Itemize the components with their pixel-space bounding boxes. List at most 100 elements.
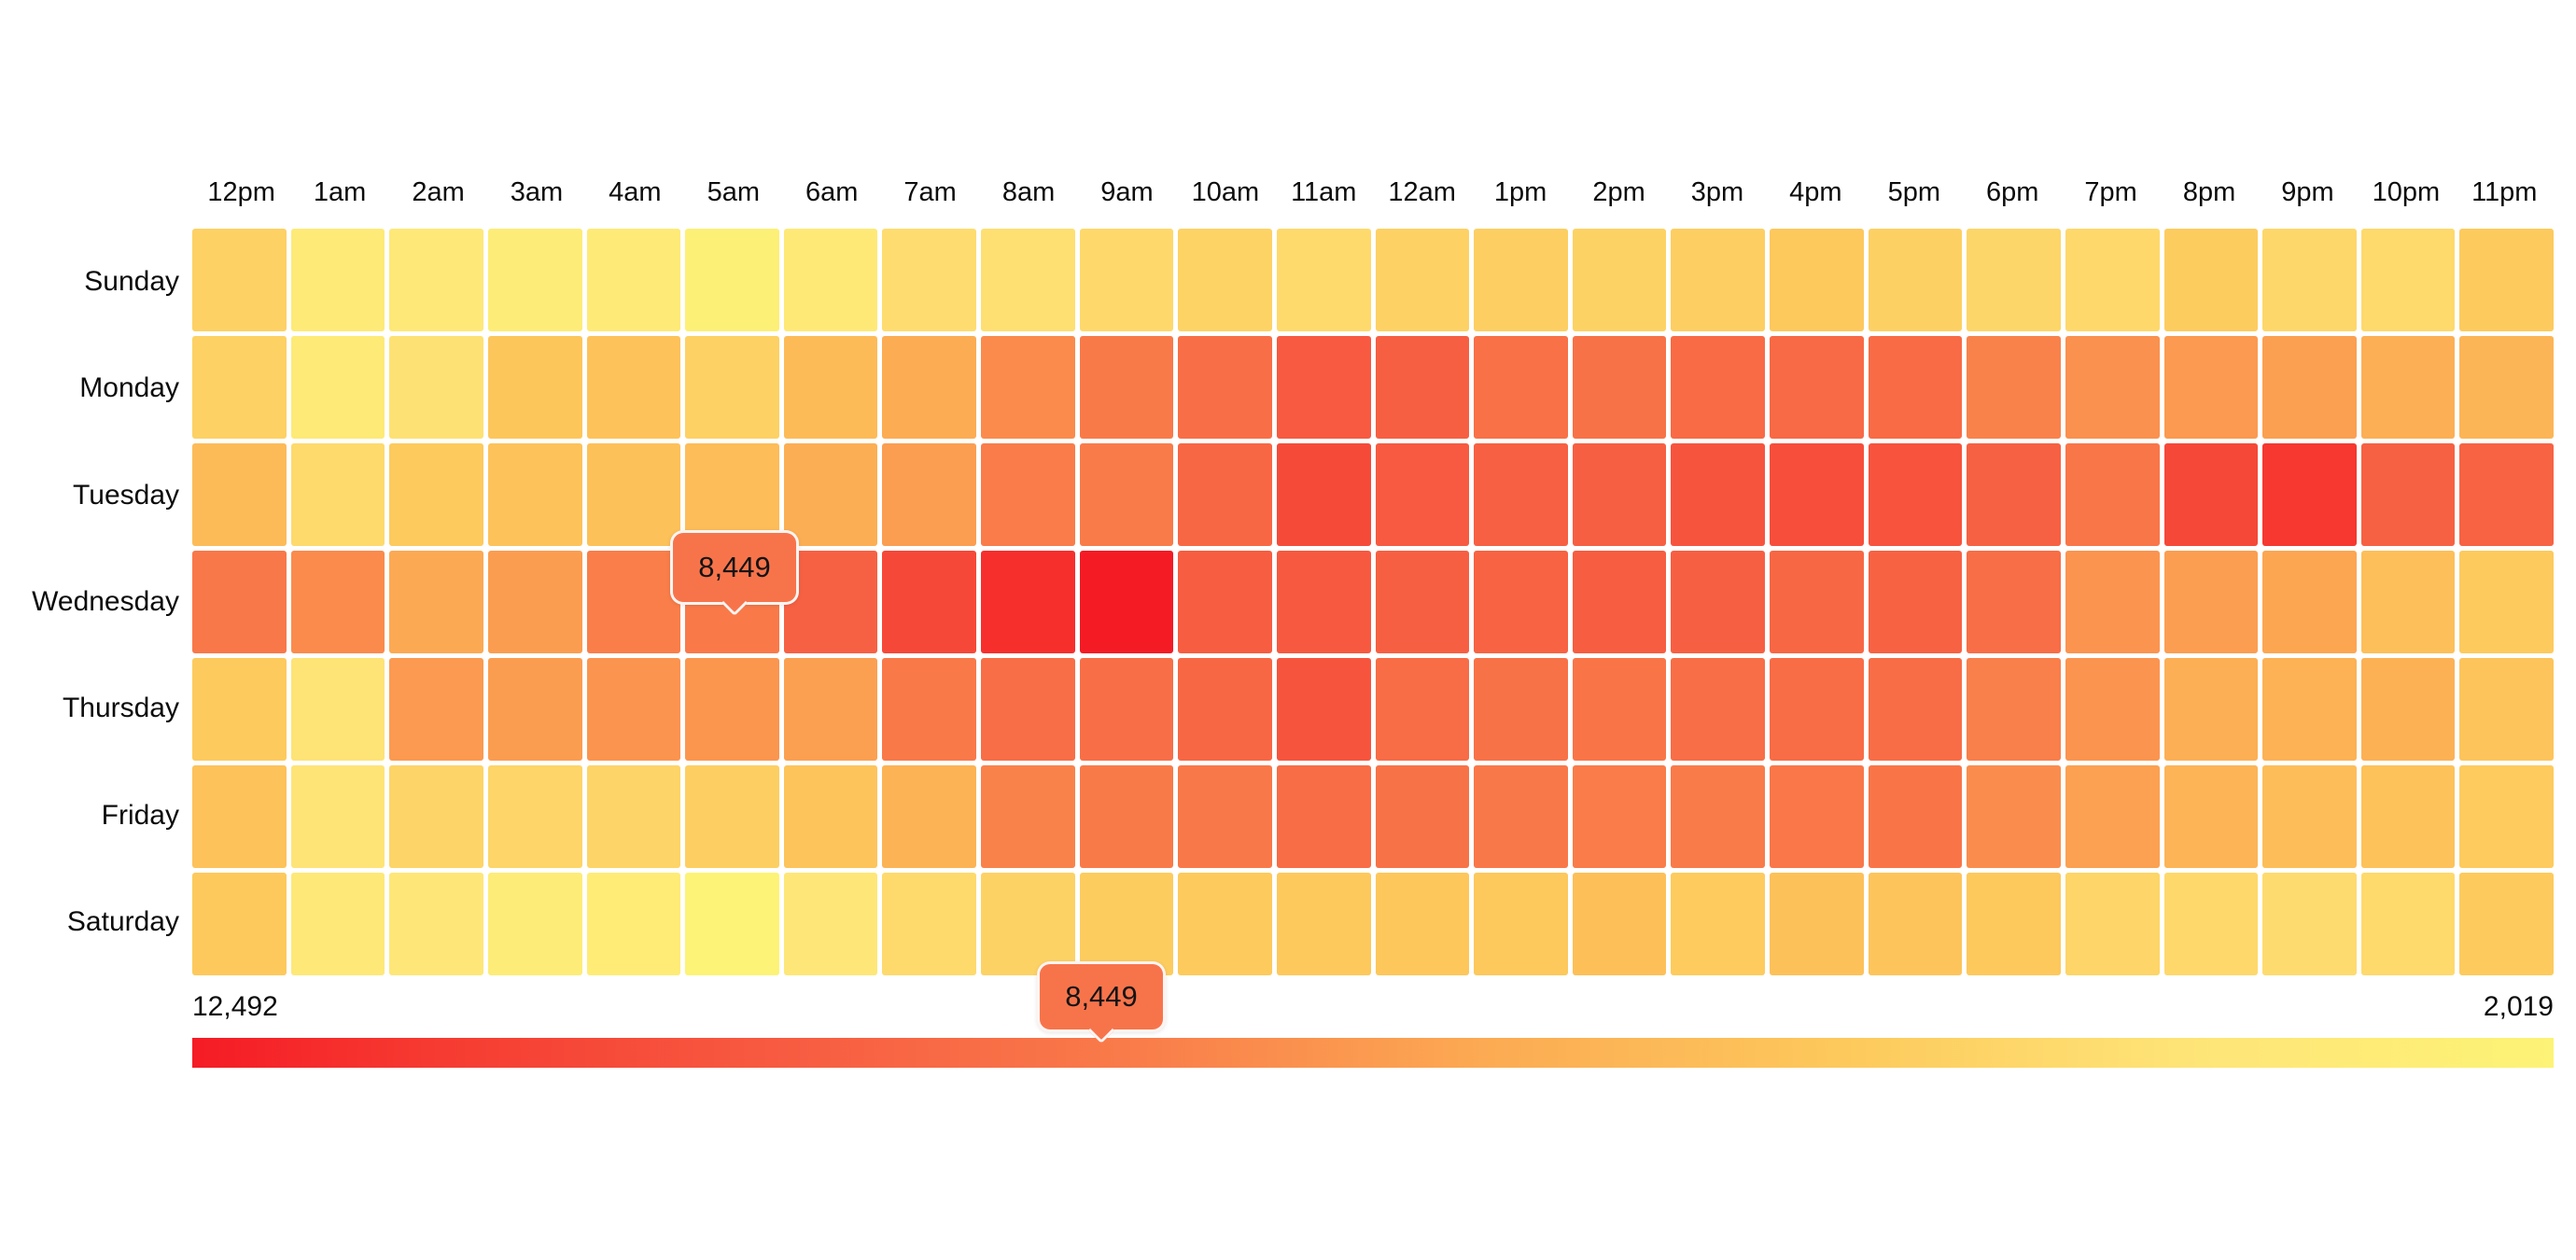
heatmap-cell[interactable] xyxy=(783,229,878,331)
heatmap-cell[interactable] xyxy=(2065,873,2160,975)
heatmap-cell[interactable] xyxy=(389,443,483,546)
heatmap-cell[interactable] xyxy=(1079,658,1174,761)
heatmap-cell[interactable] xyxy=(2360,765,2456,868)
heatmap-cell[interactable] xyxy=(1474,765,1568,868)
heatmap-cell[interactable] xyxy=(981,336,1075,439)
heatmap-cell[interactable] xyxy=(1967,551,2061,653)
heatmap-cell[interactable] xyxy=(290,658,385,761)
heatmap-cell[interactable] xyxy=(1967,765,2061,868)
heatmap-cell[interactable] xyxy=(1474,873,1568,975)
heatmap-cell[interactable] xyxy=(192,336,287,439)
heatmap-cell[interactable] xyxy=(2459,658,2554,761)
heatmap-cell[interactable] xyxy=(1770,658,1864,761)
heatmap-cell[interactable] xyxy=(487,336,582,439)
heatmap-cell[interactable] xyxy=(2360,336,2456,439)
heatmap-cell[interactable] xyxy=(1079,443,1174,546)
heatmap-cell[interactable] xyxy=(192,658,287,761)
heatmap-cell[interactable] xyxy=(1375,336,1470,439)
heatmap-cell[interactable] xyxy=(1276,229,1371,331)
heatmap-cell[interactable] xyxy=(783,551,878,653)
heatmap-cell[interactable] xyxy=(389,551,483,653)
heatmap-cell[interactable] xyxy=(1770,873,1864,975)
heatmap-cell[interactable] xyxy=(1178,551,1272,653)
heatmap-cell[interactable] xyxy=(783,658,878,761)
heatmap-cell[interactable] xyxy=(1375,765,1470,868)
heatmap-cell[interactable] xyxy=(1276,336,1371,439)
heatmap-cell[interactable] xyxy=(1178,229,1272,331)
heatmap-cell[interactable] xyxy=(685,658,779,761)
heatmap-cell[interactable] xyxy=(882,443,976,546)
heatmap-cell[interactable] xyxy=(1671,765,1765,868)
heatmap-cell[interactable] xyxy=(2459,443,2554,546)
heatmap-cell[interactable] xyxy=(1178,658,1272,761)
heatmap-cell[interactable] xyxy=(487,229,582,331)
heatmap-cell[interactable] xyxy=(882,658,976,761)
heatmap-cell[interactable] xyxy=(1572,658,1667,761)
heatmap-cell[interactable] xyxy=(1474,229,1568,331)
heatmap-cell[interactable] xyxy=(1967,443,2061,546)
heatmap-cell[interactable] xyxy=(192,873,287,975)
heatmap-cell[interactable] xyxy=(1770,765,1864,868)
heatmap-cell[interactable] xyxy=(487,658,582,761)
heatmap-cell[interactable] xyxy=(685,443,779,546)
heatmap-cell[interactable] xyxy=(1572,765,1667,868)
heatmap-cell[interactable] xyxy=(1868,229,1963,331)
heatmap-cell[interactable] xyxy=(1079,551,1174,653)
heatmap-cell[interactable] xyxy=(586,765,681,868)
heatmap-cell[interactable] xyxy=(783,336,878,439)
heatmap-cell[interactable] xyxy=(2163,336,2259,439)
heatmap-cell[interactable] xyxy=(1178,873,1272,975)
heatmap-cell[interactable] xyxy=(981,229,1075,331)
heatmap-cell[interactable] xyxy=(882,551,976,653)
heatmap-cell[interactable] xyxy=(1868,765,1963,868)
heatmap-cell[interactable] xyxy=(1572,229,1667,331)
heatmap-cell[interactable] xyxy=(2262,873,2357,975)
heatmap-cell[interactable] xyxy=(290,551,385,653)
heatmap-cell[interactable] xyxy=(685,229,779,331)
heatmap-cell[interactable] xyxy=(1770,229,1864,331)
heatmap-cell[interactable] xyxy=(2163,443,2259,546)
heatmap-cell[interactable] xyxy=(1276,765,1371,868)
heatmap-cell[interactable] xyxy=(2459,336,2554,439)
heatmap-cell[interactable] xyxy=(1375,658,1470,761)
heatmap-cell[interactable] xyxy=(981,443,1075,546)
heatmap-cell[interactable] xyxy=(2163,551,2259,653)
heatmap-cell[interactable] xyxy=(1671,551,1765,653)
heatmap-cell[interactable] xyxy=(2065,229,2160,331)
heatmap-cell[interactable] xyxy=(290,443,385,546)
heatmap-cell[interactable] xyxy=(1967,658,2061,761)
heatmap-cell[interactable] xyxy=(2065,443,2160,546)
heatmap-cell[interactable] xyxy=(2262,229,2357,331)
heatmap-cell[interactable] xyxy=(882,873,976,975)
heatmap-cell[interactable] xyxy=(1178,336,1272,439)
heatmap-cell[interactable] xyxy=(2459,765,2554,868)
heatmap-cell[interactable] xyxy=(2262,765,2357,868)
heatmap-cell[interactable] xyxy=(685,336,779,439)
heatmap-cell[interactable] xyxy=(1572,873,1667,975)
heatmap-cell[interactable] xyxy=(389,658,483,761)
heatmap-cell[interactable] xyxy=(2262,443,2357,546)
heatmap-cell[interactable] xyxy=(1868,873,1963,975)
heatmap-cell[interactable] xyxy=(1770,336,1864,439)
heatmap-cell[interactable] xyxy=(981,551,1075,653)
heatmap-cell[interactable] xyxy=(1572,336,1667,439)
heatmap-cell[interactable] xyxy=(1276,658,1371,761)
heatmap-cell[interactable] xyxy=(2262,658,2357,761)
heatmap-cell[interactable] xyxy=(389,336,483,439)
heatmap-cell[interactable] xyxy=(1375,873,1470,975)
heatmap-cell[interactable] xyxy=(1967,873,2061,975)
heatmap-cell[interactable] xyxy=(1868,336,1963,439)
heatmap-cell[interactable] xyxy=(389,873,483,975)
heatmap-cell[interactable] xyxy=(1079,873,1174,975)
heatmap-cell[interactable] xyxy=(981,873,1075,975)
heatmap-cell[interactable] xyxy=(2360,443,2456,546)
heatmap-cell[interactable] xyxy=(2360,658,2456,761)
heatmap-cell[interactable] xyxy=(192,229,287,331)
heatmap-cell[interactable] xyxy=(586,229,681,331)
heatmap-cell[interactable] xyxy=(2360,551,2456,653)
heatmap-cell[interactable] xyxy=(882,336,976,439)
heatmap-cell[interactable] xyxy=(1178,443,1272,546)
heatmap-cell[interactable] xyxy=(2065,765,2160,868)
heatmap-cell[interactable] xyxy=(685,873,779,975)
heatmap-cell[interactable] xyxy=(1868,551,1963,653)
